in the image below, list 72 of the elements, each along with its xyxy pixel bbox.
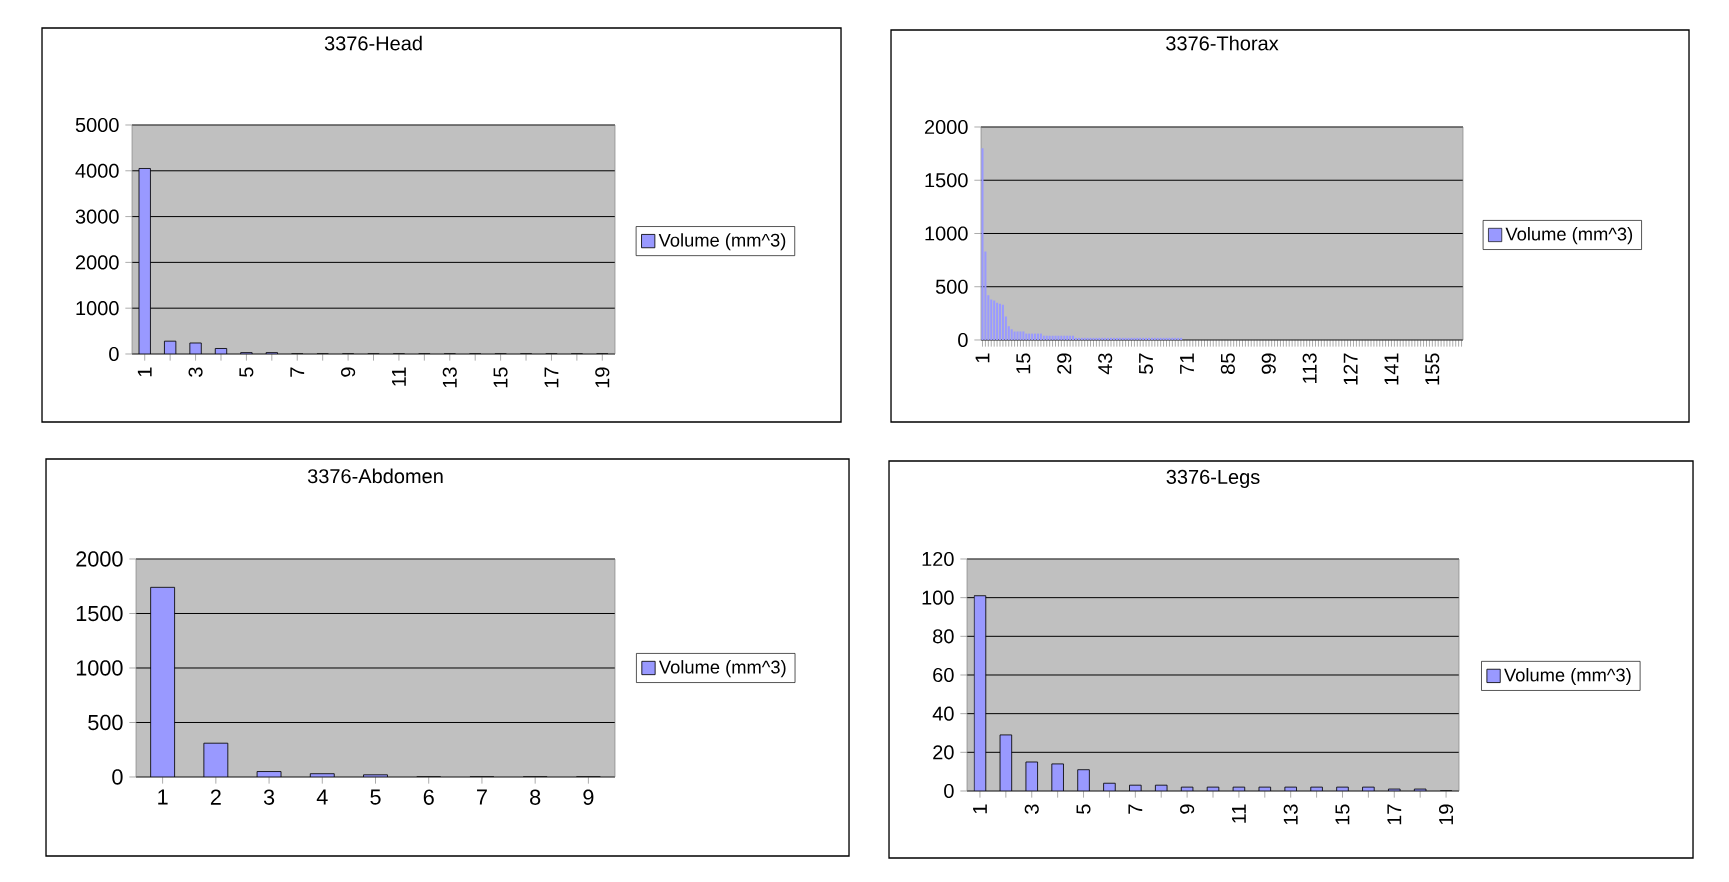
chart-title: 3376-Abdomen bbox=[307, 468, 443, 484]
x-tick-label: 6 bbox=[423, 789, 434, 805]
y-tick-label: 2000 bbox=[75, 255, 119, 270]
x-tick-label: 29 bbox=[1057, 353, 1072, 374]
x-tick-label: 17 bbox=[544, 367, 559, 388]
x-tick-label: 7 bbox=[477, 789, 487, 805]
x-tick-label: 57 bbox=[1139, 353, 1154, 374]
x-tick-label: 1 bbox=[973, 804, 987, 814]
y-tick-label: 40 bbox=[932, 706, 954, 721]
y-tick-label: 1500 bbox=[925, 173, 968, 188]
y-tick-label: 100 bbox=[922, 590, 954, 605]
x-tick-label: 19 bbox=[1438, 804, 1454, 825]
y-tick-label: 1500 bbox=[76, 605, 123, 622]
x-tick-label: 7 bbox=[1128, 804, 1143, 814]
y-tick-label: 500 bbox=[935, 279, 968, 294]
y-tick-label: 1000 bbox=[76, 660, 123, 676]
chart-title: 3376-Head bbox=[324, 35, 422, 51]
x-tick-label: 9 bbox=[583, 789, 594, 805]
x-tick-label: 13 bbox=[1283, 804, 1298, 825]
y-tick-label: 0 bbox=[958, 332, 968, 348]
y-tick-label: 3000 bbox=[75, 209, 119, 224]
x-tick-label: 5 bbox=[370, 789, 381, 805]
x-tick-label: 3 bbox=[263, 789, 275, 805]
x-tick-label: 11 bbox=[1232, 804, 1246, 823]
x-tick-label: 15 bbox=[493, 367, 508, 388]
x-tick-label: 1 bbox=[975, 353, 990, 363]
x-tick-label: 155 bbox=[1425, 353, 1440, 385]
y-tick-label: 5000 bbox=[75, 117, 119, 133]
x-tick-label: 15 bbox=[1016, 353, 1031, 374]
chart-title: 3376-Thorax bbox=[1166, 35, 1279, 51]
x-tick-label: 3 bbox=[188, 367, 203, 377]
x-tick-label: 71 bbox=[1180, 353, 1194, 374]
x-tick-label: 85 bbox=[1220, 353, 1235, 374]
y-tick-label: 2000 bbox=[924, 119, 968, 135]
y-tick-label: 1000 bbox=[925, 226, 968, 241]
x-tick-label: 43 bbox=[1098, 353, 1113, 375]
y-tick-label: 0 bbox=[112, 769, 123, 785]
x-tick-label: 141 bbox=[1384, 353, 1399, 385]
x-tick-label: 99 bbox=[1261, 353, 1276, 374]
x-tick-label: 3 bbox=[1024, 804, 1039, 814]
y-tick-label: 60 bbox=[933, 667, 954, 683]
legend-label: Volume (mm^3) bbox=[658, 233, 786, 251]
y-tick-label: 20 bbox=[933, 745, 954, 760]
x-tick-label: 113 bbox=[1302, 353, 1317, 383]
x-tick-label: 4 bbox=[316, 789, 328, 805]
y-tick-label: 1000 bbox=[76, 301, 119, 316]
legend-label: Volume (mm^3) bbox=[1505, 227, 1633, 245]
y-tick-label: 4000 bbox=[75, 163, 119, 178]
x-tick-label: 9 bbox=[1180, 804, 1195, 814]
y-tick-label: 0 bbox=[109, 346, 119, 362]
x-tick-label: 1 bbox=[137, 367, 152, 377]
x-tick-label: 1 bbox=[158, 789, 168, 805]
y-tick-label: 500 bbox=[88, 714, 123, 731]
y-tick-label: 120 bbox=[922, 551, 954, 567]
legend-label: Volume (mm^3) bbox=[658, 660, 786, 678]
x-tick-label: 5 bbox=[1076, 804, 1091, 814]
y-tick-label: 80 bbox=[933, 629, 954, 644]
x-tick-label: 2 bbox=[210, 789, 221, 805]
x-tick-label: 19 bbox=[595, 367, 610, 388]
x-tick-label: 17 bbox=[1387, 804, 1402, 825]
x-tick-label: 8 bbox=[530, 789, 541, 805]
y-tick-label: 0 bbox=[944, 783, 954, 799]
x-tick-label: 11 bbox=[392, 367, 406, 386]
x-tick-label: 13 bbox=[442, 367, 457, 388]
y-tick-label: 2000 bbox=[76, 551, 123, 567]
legend-label: Volume (mm^3) bbox=[1504, 668, 1631, 686]
x-tick-label: 15 bbox=[1335, 804, 1350, 825]
x-tick-label: 9 bbox=[341, 367, 356, 377]
x-tick-label: 127 bbox=[1343, 353, 1358, 385]
chart-title: 3376-Legs bbox=[1166, 469, 1260, 488]
x-tick-label: 5 bbox=[239, 367, 254, 377]
x-tick-label: 7 bbox=[290, 367, 305, 377]
